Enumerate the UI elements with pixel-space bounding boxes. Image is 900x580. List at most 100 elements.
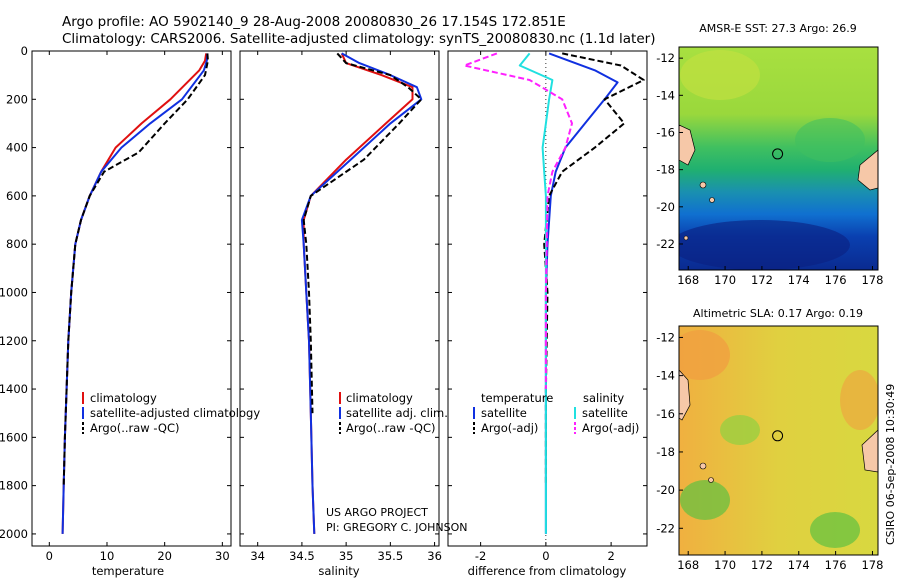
temperature-lines (61, 53, 209, 534)
map-y-tick-label: -18 (656, 445, 675, 459)
sst-land-east (857, 149, 878, 191)
temperature-axes-frame (31, 50, 232, 547)
sla-low-patch (720, 415, 760, 445)
sst-argo-marker (772, 148, 784, 160)
map-y-tick-label: -16 (656, 407, 675, 421)
x-tick-label: 35.5 (378, 549, 404, 563)
project-credit: US ARGO PROJECT (326, 506, 428, 519)
difference-lines (463, 52, 645, 534)
sla-land-east (861, 429, 878, 473)
legend-header-salinity: salinity (583, 391, 624, 405)
difference-axes-frame (447, 50, 648, 547)
sla-island (699, 462, 707, 470)
y-tick-label: 2000 (0, 527, 28, 541)
series-line-satellite (544, 52, 619, 534)
x-tick-label: 34 (250, 549, 265, 563)
map-x-tick-label: 174 (788, 273, 810, 287)
series-line-satellite-adj-clim- (300, 52, 423, 534)
x-tick-label: 36 (427, 549, 442, 563)
legend-label-satellite-adj: satellite adj. clim. (346, 406, 448, 420)
x-tick-label: 34.5 (289, 549, 315, 563)
y-tick-label: 600 (6, 189, 28, 203)
sst-deep-patch (679, 220, 850, 270)
difference-xlabel: difference from climatology (468, 564, 627, 578)
sst-map-title: AMSR-E SST: 27.3 Argo: 26.9 (699, 22, 857, 35)
legend-label-temp-argo: Argo(-adj) (481, 421, 538, 435)
pi-credit: PI: GREGORY C. JOHNSON (326, 521, 467, 534)
difference-panel: -2 0 2 difference from climatology tempera… (447, 50, 648, 578)
chart-title-line2: Climatology: CARS2006. Satellite-adjuste… (62, 31, 655, 47)
sst-map-ticks: 168 170 172 174 176 178 -12 -14 -16 -18 -20 -22 (656, 51, 883, 287)
y-tick-label: 1000 (0, 285, 28, 299)
map-x-tick-label: 176 (825, 558, 847, 572)
y-tick-label: 400 (6, 141, 28, 155)
x-tick-label: 2 (607, 549, 614, 563)
x-tick-label: 0 (542, 549, 549, 563)
sst-map-frame (678, 46, 879, 271)
y-tick-label: 1600 (0, 430, 28, 444)
temperature-xlabel: temperature (92, 564, 164, 578)
sla-map-ticks: 168 170 172 174 176 178 -12 -14 -16 -18 -20 -22 (656, 330, 883, 572)
map-y-tick-label: -14 (656, 369, 675, 383)
difference-ticks: -2 0 2 (448, 50, 647, 563)
legend-label-argo: Argo(..raw -QC) (346, 421, 436, 435)
legend-header-temperature: temperature (481, 391, 553, 405)
legend-label-sal-argo: Argo(-adj) (582, 421, 639, 435)
series-line-argo-raw-qc- (302, 52, 423, 414)
y-tick-label: 1400 (0, 382, 28, 396)
salinity-legend: climatology satellite adj. clim. Argo(..… (339, 391, 448, 435)
map-x-tick-label: 170 (714, 273, 736, 287)
timestamp-credit: CSIRO 06-Sep-2008 10:30:49 (884, 384, 897, 545)
map-x-tick-label: 172 (751, 273, 773, 287)
temperature-panel: 0 200 400 600 800 1000 1200 1400 1600 1800 2000 0 10… (0, 44, 260, 578)
map-x-tick-label: 178 (861, 273, 883, 287)
series-line-argo-adj- (543, 52, 645, 486)
map-x-tick-label: 178 (861, 558, 883, 572)
map-x-tick-label: 170 (714, 558, 736, 572)
legend-label-sal-satellite: satellite (582, 406, 628, 420)
series-line-satellite-adjusted-climatology (61, 53, 209, 534)
map-y-tick-label: -16 (656, 125, 675, 139)
difference-legend: temperature salinity satellite Argo(-adj… (473, 391, 639, 435)
map-x-tick-label: 168 (677, 558, 699, 572)
legend-label-climatology: climatology (346, 391, 413, 405)
sla-map-title: Altimetric SLA: 0.17 Argo: 0.19 (693, 307, 863, 320)
x-tick-label: 0 (46, 549, 53, 563)
temperature-legend: climatology satellite-adjusted climatolo… (82, 391, 260, 435)
sst-island (683, 235, 689, 241)
map-x-tick-label: 172 (751, 558, 773, 572)
sla-island (708, 477, 714, 483)
sla-high-patch (840, 370, 878, 430)
map-y-tick-label: -14 (656, 88, 675, 102)
sst-map: AMSR-E SST: 27.3 Argo: 26.9 168 170 172 174… (656, 22, 883, 287)
sla-map-frame (678, 325, 879, 556)
map-x-tick-label: 176 (825, 273, 847, 287)
map-y-tick-label: -12 (656, 330, 675, 344)
series-line-climatology (61, 53, 208, 534)
legend-label-argo: Argo(..raw -QC) (90, 421, 180, 435)
salinity-xlabel: salinity (318, 564, 359, 578)
y-tick-label: 800 (6, 237, 28, 251)
y-tick-label: 1800 (0, 479, 28, 493)
salinity-panel: 34 34.5 35 35.5 36 salinity climatology sate… (239, 50, 467, 578)
sla-low-patch (810, 512, 860, 548)
series-line-argo-raw-qc- (62, 53, 209, 486)
map-x-tick-label: 174 (788, 558, 810, 572)
sla-argo-marker (772, 430, 784, 442)
map-y-tick-label: -12 (656, 51, 675, 65)
x-tick-label: 20 (157, 549, 172, 563)
map-y-tick-label: -22 (656, 237, 675, 251)
salinity-axes-frame (239, 50, 440, 547)
map-x-tick-label: 168 (677, 273, 699, 287)
sla-low-patch (680, 480, 730, 520)
legend-label-satellite-adjusted: satellite-adjusted climatology (90, 406, 260, 420)
sst-cool-patch (795, 118, 865, 162)
salinity-lines (300, 52, 423, 534)
salinity-ticks: 34 34.5 35 35.5 36 (240, 50, 442, 563)
y-tick-label: 200 (6, 92, 28, 106)
legend-label-climatology: climatology (90, 391, 157, 405)
sst-island (709, 197, 715, 203)
map-y-tick-label: -22 (656, 521, 675, 535)
x-tick-label: -2 (475, 549, 486, 563)
